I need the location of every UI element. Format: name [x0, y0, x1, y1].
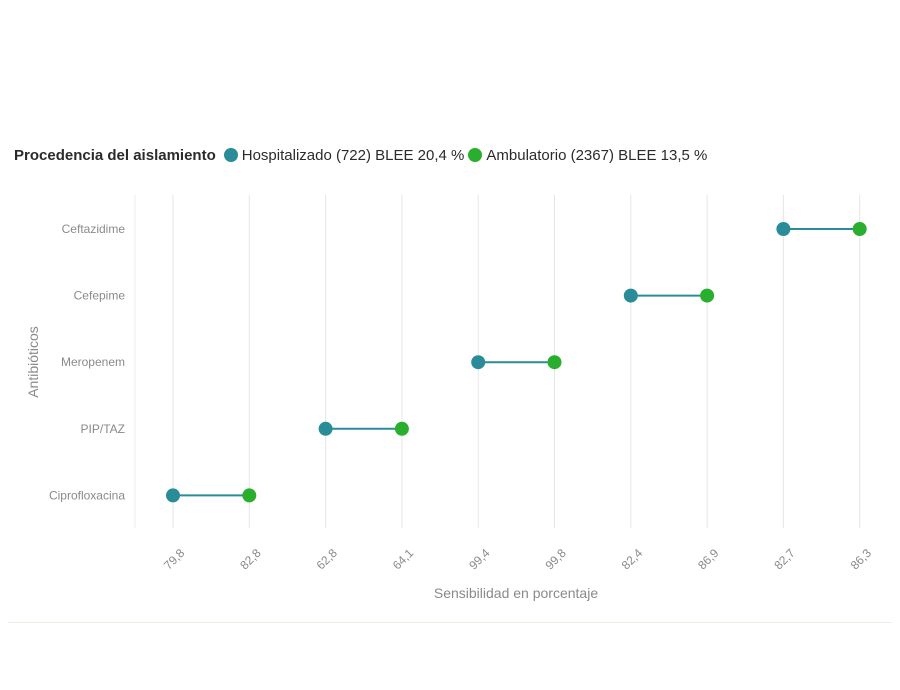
- point-ambulatorio-ceftazidime: [852, 222, 867, 236]
- x-tick-label: 86,3: [848, 546, 875, 573]
- legend-item-ambulatorio[interactable]: Ambulatorio (2367) BLEE 13,5 %: [468, 147, 707, 164]
- point-hospitalizado-meropenem: [471, 355, 486, 370]
- x-tick-label: 62,8: [314, 546, 341, 573]
- x-axis-title: Sensibilidad en porcentaje: [434, 585, 598, 601]
- point-ambulatorio-pip-taz: [394, 421, 409, 436]
- legend-label-ambulatorio: Ambulatorio (2367) BLEE 13,5 %: [486, 146, 708, 164]
- legend: Procedencia del aislamiento Hospitalizad…: [14, 144, 711, 166]
- x-tick-label: 79,8: [161, 546, 188, 573]
- x-tick-label: 99,8: [542, 546, 569, 573]
- x-tick-label: 86,9: [695, 546, 722, 573]
- y-tick-label-meropenem: Meropenem: [61, 355, 125, 369]
- y-tick-label-cefepime: Cefepime: [74, 289, 126, 303]
- x-tick-label: 82,4: [619, 546, 646, 573]
- x-tick-label: 64,1: [390, 546, 417, 573]
- legend-label-hospitalizado: Hospitalizado (722) BLEE 20,4 %: [241, 146, 465, 164]
- point-ambulatorio-cefepime: [700, 288, 715, 303]
- y-axis-title: Antibióticos: [25, 326, 41, 398]
- point-hospitalizado-cefepime: [623, 288, 638, 303]
- point-hospitalizado-pip-taz: [318, 421, 333, 436]
- y-tick-label-pip-taz: PIP/TAZ: [81, 422, 125, 436]
- legend-swatch-hospitalizado: [223, 148, 238, 162]
- point-hospitalizado-ciprofloxacina: [166, 488, 180, 503]
- x-tick-label: 82,7: [771, 546, 798, 573]
- y-tick-label-ceftazidime: Ceftazidime: [62, 222, 126, 236]
- x-tick-label: 82,8: [237, 546, 264, 573]
- point-ambulatorio-meropenem: [547, 355, 562, 370]
- legend-swatch-ambulatorio: [468, 148, 483, 162]
- point-ambulatorio-ciprofloxacina: [242, 488, 257, 503]
- legend-title: Procedencia del aislamiento: [14, 146, 216, 164]
- point-hospitalizado-ceftazidime: [776, 222, 791, 236]
- footer-divider: [8, 622, 892, 623]
- y-tick-label-ciprofloxacina: Ciprofloxacina: [49, 488, 125, 502]
- legend-item-hospitalizado[interactable]: Hospitalizado (722) BLEE 20,4 %: [223, 146, 465, 164]
- x-tick-label: 99,4: [466, 546, 493, 573]
